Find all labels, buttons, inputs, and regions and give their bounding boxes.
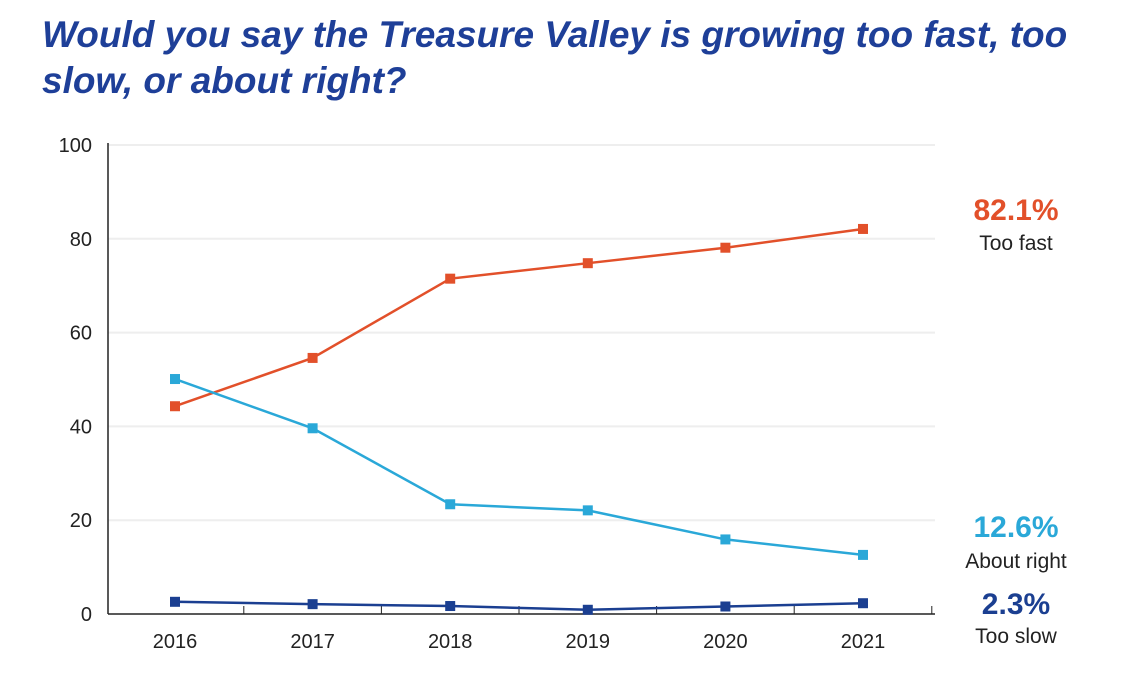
- data-point-too-fast: [445, 273, 456, 284]
- end-label-too-slow: Too slow: [975, 625, 1058, 648]
- data-point-too-fast: [858, 223, 868, 234]
- y-tick-label: 20: [70, 510, 92, 532]
- data-point-about-right: [858, 549, 868, 560]
- x-tick-label: 2016: [153, 631, 198, 653]
- data-point-too-fast: [307, 352, 318, 363]
- data-point-about-right: [582, 505, 593, 516]
- chart-title: Would you say the Treasure Valley is gro…: [42, 14, 1068, 101]
- data-point-about-right: [170, 374, 180, 385]
- series-line-too-fast: [174, 227, 864, 408]
- y-tick-label: 80: [70, 229, 92, 251]
- data-point-too-fast: [582, 258, 593, 269]
- end-value-too-slow: 2.3%: [982, 588, 1050, 621]
- x-tick-label: 2017: [290, 631, 335, 653]
- end-label-too-fast: Too fast: [979, 232, 1053, 255]
- end-value-about-right: 12.6%: [973, 511, 1058, 544]
- data-point-too-slow: [445, 601, 456, 612]
- data-point-too-slow: [858, 598, 868, 609]
- data-point-too-slow: [307, 599, 318, 610]
- data-point-too-slow: [720, 601, 731, 612]
- data-point-too-fast: [170, 401, 180, 412]
- end-label-about-right: About right: [965, 550, 1067, 573]
- y-tick-label: 0: [81, 604, 92, 626]
- series-line-about-right: [174, 377, 864, 557]
- y-tick-label: 40: [70, 416, 92, 438]
- x-tick-label: 2020: [703, 631, 748, 653]
- data-point-about-right: [307, 423, 318, 434]
- series-line-too-slow: [174, 600, 864, 612]
- end-value-too-fast: 82.1%: [973, 194, 1058, 227]
- x-tick-label: 2018: [428, 631, 473, 653]
- data-point-about-right: [445, 499, 456, 510]
- data-point-too-fast: [720, 242, 731, 253]
- data-point-too-slow: [582, 604, 593, 615]
- y-tick-label: 60: [70, 323, 92, 345]
- data-point-about-right: [720, 534, 731, 545]
- y-tick-label: 100: [59, 135, 92, 157]
- data-point-too-slow: [170, 596, 180, 607]
- x-tick-label: 2021: [841, 631, 886, 653]
- x-tick-label: 2019: [566, 631, 611, 653]
